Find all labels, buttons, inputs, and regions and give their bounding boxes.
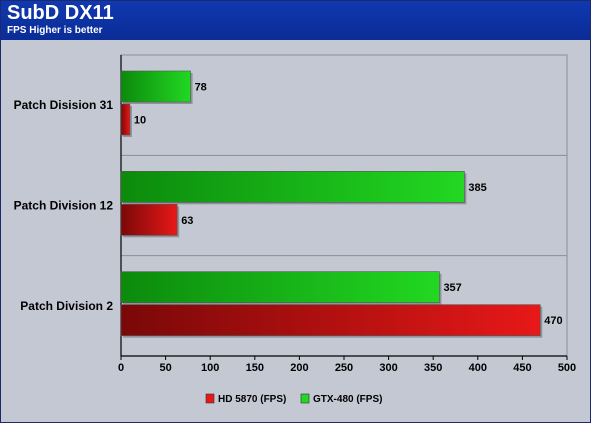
x-tick-label: 400 — [469, 362, 487, 374]
x-tick-label: 100 — [201, 362, 219, 374]
x-tick-label: 50 — [159, 362, 171, 374]
data-label: 78 — [195, 82, 207, 94]
data-label: 357 — [443, 282, 461, 294]
legend-label: GTX-480 (FPS) — [313, 394, 382, 405]
bar — [120, 304, 541, 336]
category-label: Patch Division 12 — [14, 199, 114, 213]
x-tick-label: 350 — [424, 362, 442, 374]
x-tick-label: 0 — [118, 362, 124, 374]
x-tick-label: 250 — [335, 362, 353, 374]
chart-header: SubD DX11 FPS Higher is better — [1, 1, 590, 40]
legend-swatch — [300, 393, 310, 404]
x-tick-label: 300 — [379, 362, 397, 374]
category-label: Patch Disision 31 — [14, 98, 114, 112]
bar — [120, 103, 131, 136]
bar — [120, 171, 465, 203]
bar — [120, 204, 178, 236]
chart-title: SubD DX11 — [7, 2, 114, 24]
data-label: 385 — [468, 182, 486, 194]
legend-swatch — [205, 393, 215, 404]
bar — [120, 271, 440, 303]
x-tick-label: 450 — [513, 362, 531, 374]
x-tick-label: 500 — [558, 362, 576, 374]
data-label: 10 — [134, 115, 146, 127]
data-label: 63 — [181, 215, 193, 227]
data-label: 470 — [544, 315, 562, 327]
x-tick-label: 200 — [290, 362, 308, 374]
x-tick-label: 150 — [246, 362, 264, 374]
chart-subtitle: FPS Higher is better — [7, 25, 103, 36]
category-label: Patch Division 2 — [20, 299, 113, 313]
legend-label: HD 5870 (FPS) — [218, 394, 286, 405]
bar — [120, 70, 191, 103]
